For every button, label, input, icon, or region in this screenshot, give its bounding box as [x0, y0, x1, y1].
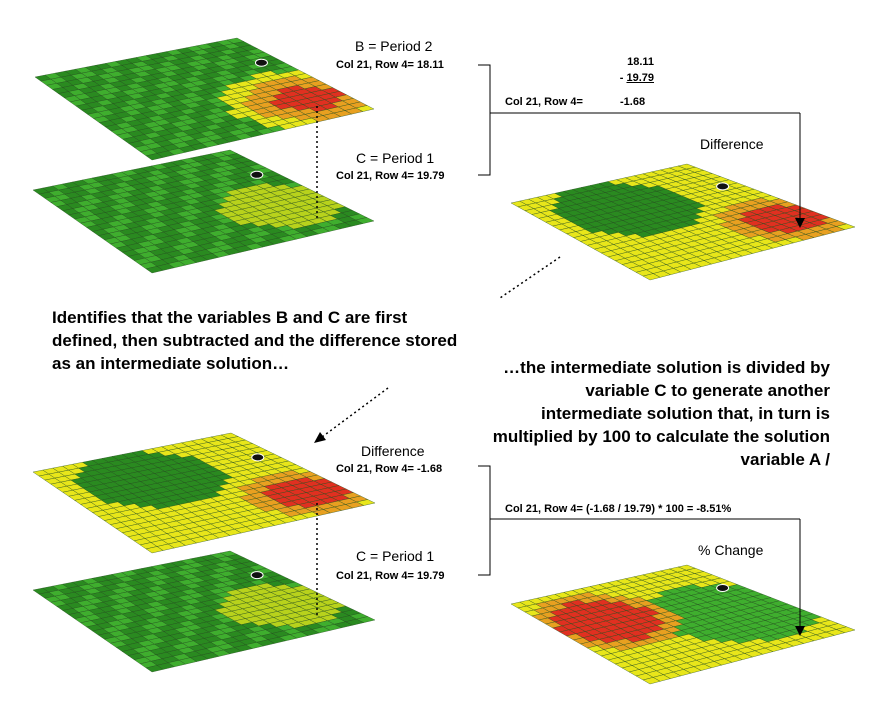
- grid-cell: [835, 223, 856, 230]
- grid-cell: [355, 105, 375, 112]
- percent-change-title: % Change: [698, 542, 764, 558]
- difference-arrow-head: [795, 218, 805, 228]
- difference-map-title: Difference: [700, 136, 764, 152]
- bracket-bottom-left: [478, 465, 491, 576]
- cell-marker: [251, 453, 265, 462]
- c-period1-title-bottom: C = Period 1: [356, 548, 435, 564]
- grid-cell: [355, 217, 375, 224]
- surface-percent-change: [510, 564, 856, 685]
- percent-arrow-head: [795, 626, 805, 636]
- c-period1-title-top: C = Period 1: [356, 150, 435, 166]
- cell-marker: [254, 58, 268, 67]
- top-result-label: Col 21, Row 4=: [505, 96, 583, 108]
- cell-marker: [250, 571, 264, 580]
- cell-marker: [716, 583, 730, 592]
- c-period1-coord-bottom: Col 21, Row 4= 19.79: [336, 570, 445, 582]
- dotted-diagonal-bottom: [321, 387, 389, 438]
- surface-c-period1-top: [32, 149, 375, 274]
- surface-c-period1-bottom: [32, 550, 376, 673]
- percent-change-formula: Col 21, Row 4= (-1.68 / 19.79) * 100 = -…: [505, 503, 732, 515]
- dotted-diagonal-top: [499, 256, 561, 299]
- top-result-value: -1.68: [620, 96, 646, 108]
- difference-title-bottom: Difference: [361, 443, 425, 459]
- surface-b-period2: [34, 37, 375, 161]
- calc-line-2-value: 19.79: [626, 72, 654, 84]
- calc-minus: -: [619, 72, 627, 84]
- cell-marker: [250, 170, 264, 179]
- c-period1-coord-top: Col 21, Row 4= 19.79: [336, 170, 445, 182]
- cell-marker: [716, 182, 730, 191]
- surface-difference-top: [510, 163, 856, 281]
- b-period2-title: B = Period 2: [355, 38, 433, 54]
- grid-cell: [356, 616, 376, 623]
- explanation-one: Identifies that the variables B and C ar…: [52, 308, 458, 373]
- calc-line-1: 18.11: [627, 56, 654, 68]
- grid-cell: [835, 626, 856, 633]
- bracket-top-left: [478, 64, 491, 176]
- surface-difference-bottom: [32, 432, 376, 554]
- difference-coord-bottom: Col 21, Row 4= -1.68: [336, 463, 443, 475]
- explanation-two: …the intermediate solution is divided by…: [492, 358, 830, 469]
- dotted-arrow-head: [314, 432, 326, 443]
- surfaces-group: [32, 37, 856, 685]
- connector-lines: [314, 64, 805, 636]
- calc-line-2: - 19.79: [590, 72, 654, 84]
- b-period2-coord: Col 21, Row 4= 18.11: [336, 59, 444, 71]
- grid-cell: [356, 499, 376, 506]
